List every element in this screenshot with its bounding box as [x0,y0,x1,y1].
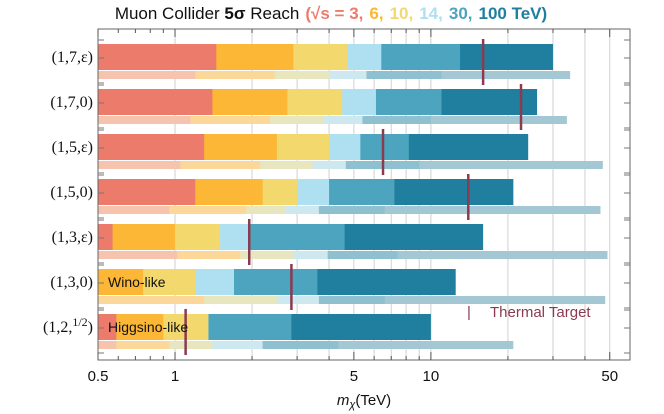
title-energy-14: 14, [419,4,443,23]
legend-marker: | [467,304,471,321]
row-labels: (1,7,ε) (1,7,0) (1,5,ε) (1,5,0) (1,3,ε) (1,3,… [43,49,93,336]
title-prefix: Muon Collider [115,4,225,23]
x-tick-label: 0.5 [88,368,109,385]
x-tick-label: 50 [601,368,618,385]
row-annotation: Wino-like [108,274,166,290]
row-label: (1,5,0) [50,184,93,201]
reach-light-bar [98,71,196,79]
row-label-fraction: 1/2 [72,315,87,329]
title-energy-100: 100 TeV) [479,4,548,23]
title-energy-30: 30, [449,4,473,23]
thermal-markers [184,39,523,355]
x-axis-label: mχ(TeV) [337,392,391,411]
x-tick-label: 10 [423,368,440,385]
reach-bar [98,179,196,205]
x-axis-label-unit: (TeV) [355,392,391,409]
legend-label: Thermal Target [490,304,591,321]
chart-title: Muon Collider 5σ Reach (√s = 3, 6, 10, 14, 30… [115,4,547,23]
reach-bar [98,314,117,340]
title-suffix: Reach [246,4,300,23]
row-label: (1,3,ε) [52,229,93,246]
x-tick-label: 1 [171,368,179,385]
title-energy-6: 6, [369,4,383,23]
plot-frame [97,28,631,361]
reach-light-bar [98,341,170,349]
title-energy-open: (√s = 3, [305,4,363,23]
row-label: (1,3,0) [50,274,93,291]
row-annotation: Higgsino-like [108,319,188,335]
bars [98,44,608,349]
row-label: (1,5,ε) [52,139,93,156]
row-label: (1,7,ε) [52,49,93,66]
reach-bar [98,269,144,295]
reach-light-bar [98,116,191,124]
reach-light-bar [98,251,178,259]
row-label-part: (1,2, [43,319,72,336]
x-axis-label-sub: χ [348,399,356,411]
reach-light-bar [98,161,181,169]
reach-bar [98,44,217,70]
row-label: (1,2,1/2) [43,315,93,336]
title-sigma: 5σ [224,4,245,23]
reach-light-bar [98,341,117,349]
reach-light-bar [98,296,205,304]
reach-bar [98,224,113,250]
reach-bar [98,89,213,115]
row-label: (1,7,0) [50,94,93,111]
row-annotations: Wino-like Higgsino-like [108,274,188,335]
legend: | Thermal Target [467,304,591,321]
x-tick-label: 5 [350,368,358,385]
axis-ticks: 0.5 1 5 10 50 [88,29,630,385]
reach-light-bar [98,206,170,214]
title-energy-10: 10, [390,4,414,23]
reach-light-bar [98,206,247,214]
reach-bar [98,134,205,160]
x-axis-label-main: m [337,392,350,409]
row-label-close: ) [88,319,93,336]
